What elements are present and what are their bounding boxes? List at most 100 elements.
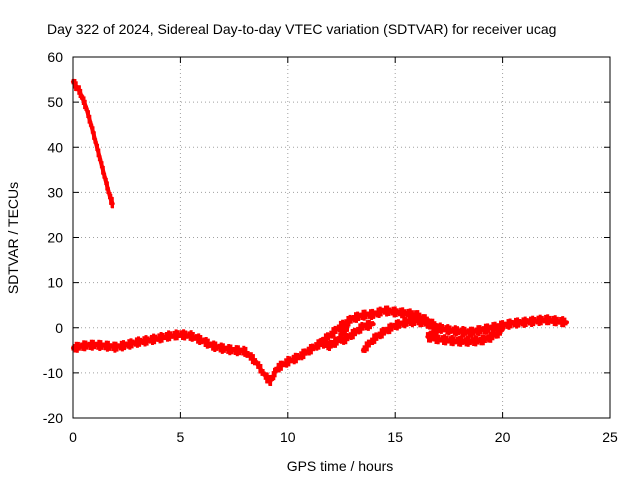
data-point bbox=[259, 364, 263, 369]
data-point bbox=[500, 327, 503, 333]
data-point bbox=[103, 345, 107, 351]
data-point bbox=[481, 340, 485, 346]
data-point bbox=[487, 327, 491, 333]
data-point bbox=[551, 315, 555, 321]
data-point bbox=[384, 305, 387, 311]
data-point bbox=[487, 337, 491, 343]
data-series bbox=[71, 78, 569, 386]
data-point bbox=[434, 323, 438, 328]
data-point bbox=[418, 312, 422, 318]
data-point bbox=[166, 336, 169, 342]
data-point bbox=[364, 341, 368, 347]
data-point bbox=[459, 341, 463, 347]
data-point bbox=[499, 320, 502, 326]
data-point bbox=[326, 332, 329, 338]
data-point bbox=[427, 318, 430, 324]
data-point bbox=[249, 352, 253, 358]
data-point bbox=[349, 335, 353, 340]
data-point bbox=[401, 322, 405, 328]
data-point bbox=[283, 362, 287, 368]
data-point bbox=[408, 308, 412, 314]
data-point bbox=[401, 307, 405, 313]
data-point bbox=[441, 335, 444, 341]
data-point bbox=[378, 334, 382, 340]
data-point bbox=[352, 327, 356, 333]
data-point bbox=[244, 346, 248, 352]
data-point bbox=[159, 332, 163, 337]
data-point bbox=[517, 322, 521, 328]
data-point bbox=[419, 316, 423, 322]
data-point bbox=[448, 336, 452, 342]
data-point bbox=[97, 148, 101, 154]
data-point bbox=[418, 322, 422, 328]
data-point bbox=[134, 337, 138, 343]
data-point bbox=[142, 336, 146, 342]
data-point bbox=[434, 330, 438, 335]
data-point bbox=[457, 341, 461, 347]
data-point bbox=[87, 110, 90, 116]
data-point bbox=[375, 335, 379, 341]
data-point bbox=[554, 321, 558, 327]
data-point bbox=[420, 322, 424, 327]
data-point bbox=[327, 340, 331, 346]
data-point bbox=[463, 337, 467, 343]
data-point bbox=[379, 311, 383, 317]
data-point bbox=[214, 341, 218, 347]
data-point bbox=[491, 335, 495, 341]
data-point bbox=[168, 336, 172, 342]
data-point bbox=[123, 345, 127, 351]
data-point bbox=[105, 185, 109, 191]
data-point bbox=[425, 323, 429, 329]
data-point bbox=[306, 346, 310, 352]
data-point bbox=[321, 337, 325, 343]
data-point bbox=[334, 342, 337, 348]
data-point bbox=[432, 322, 436, 328]
data-point bbox=[374, 332, 378, 338]
data-point bbox=[148, 338, 152, 344]
data-point bbox=[279, 365, 283, 371]
data-point bbox=[156, 336, 160, 342]
data-point bbox=[402, 317, 406, 323]
data-point bbox=[341, 319, 345, 325]
data-point bbox=[255, 360, 259, 366]
data-point bbox=[167, 330, 171, 336]
data-point bbox=[127, 339, 131, 345]
data-point bbox=[104, 340, 108, 346]
data-point bbox=[94, 141, 98, 146]
data-point bbox=[284, 358, 288, 364]
data-point bbox=[442, 340, 445, 345]
data-point bbox=[305, 349, 309, 355]
data-point bbox=[92, 131, 96, 137]
data-point bbox=[220, 348, 224, 354]
data-point bbox=[96, 152, 100, 158]
data-point bbox=[112, 341, 116, 347]
data-point bbox=[547, 320, 551, 326]
axis-ticks: 0 5 10 15 20 25 -20 -10 0 10 20 30 40 50 60 bbox=[43, 49, 618, 445]
data-point bbox=[217, 343, 221, 349]
data-point bbox=[110, 200, 114, 206]
data-point bbox=[241, 350, 245, 356]
data-point bbox=[77, 85, 81, 91]
data-point bbox=[119, 340, 123, 346]
data-point bbox=[492, 328, 496, 333]
data-point bbox=[496, 333, 500, 339]
y-axis-label: SDTVAR / TECUs bbox=[5, 182, 21, 294]
x-tick-label: 0 bbox=[69, 429, 77, 445]
data-point bbox=[552, 321, 556, 327]
data-point bbox=[149, 334, 153, 340]
data-point bbox=[486, 334, 490, 340]
data-point bbox=[311, 343, 314, 349]
data-point bbox=[521, 317, 525, 323]
data-point bbox=[365, 320, 369, 326]
data-point bbox=[403, 323, 407, 329]
data-point bbox=[383, 309, 386, 315]
data-point bbox=[473, 335, 477, 341]
data-point bbox=[292, 359, 296, 365]
data-point bbox=[143, 341, 147, 347]
data-point bbox=[235, 351, 239, 357]
data-point bbox=[399, 307, 403, 313]
data-point bbox=[302, 354, 306, 360]
data-point bbox=[300, 355, 304, 361]
y-tick-label: 40 bbox=[47, 139, 63, 155]
data-point bbox=[294, 358, 298, 364]
